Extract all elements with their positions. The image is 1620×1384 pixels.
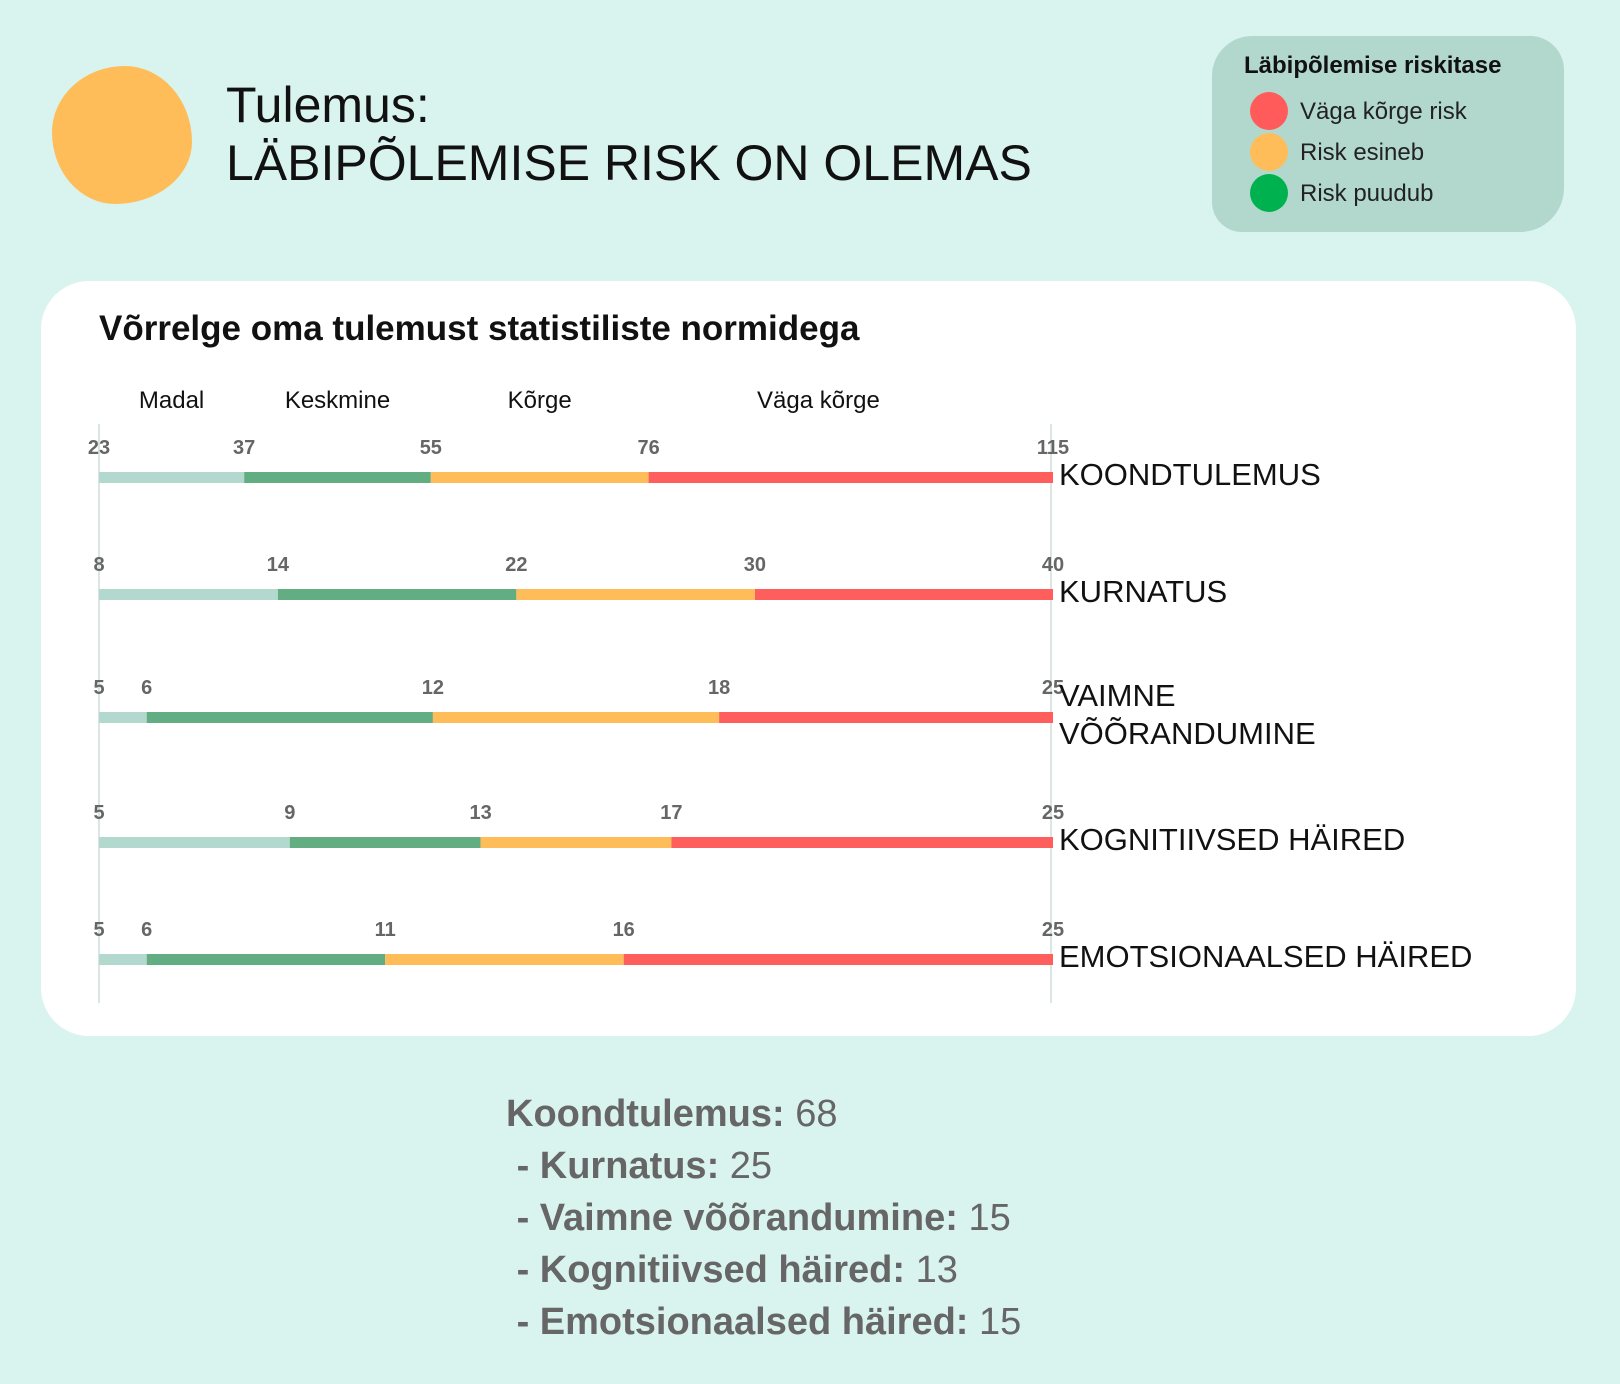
threshold-tick-label: 25 [1042, 919, 1064, 941]
threshold-tick-label: 25 [1042, 677, 1064, 699]
threshold-tick-label: 14 [267, 554, 290, 576]
legend-title: Läbipõlemise riskitase [1244, 52, 1502, 79]
threshold-tick-label: 17 [660, 802, 682, 824]
row-label: VÕÕRANDUMINE [1059, 716, 1316, 751]
bar-segment [277, 589, 517, 600]
summary-value: 13 [915, 1249, 958, 1291]
bar-segment [385, 954, 624, 965]
result-title: Tulemus: LÄBIPÕLEMISE RISK ON OLEMAS [226, 76, 1032, 192]
level-label: Madal [139, 387, 204, 414]
threshold-tick-label: 22 [505, 554, 527, 576]
score-summary: Koondtulemus: 68 - Kurnatus: 25 - Vaimne… [506, 1088, 1021, 1348]
result-indicator-blob [52, 66, 192, 204]
level-label: Väga kõrge [757, 387, 880, 414]
bar-segment [244, 472, 431, 483]
row-label: KOGNITIIVSED HÄIRED [1059, 822, 1405, 857]
bar-segment [480, 837, 672, 848]
card-title: Võrrelge oma tulemust statistiliste norm… [99, 309, 860, 348]
bar-segment [754, 589, 1053, 600]
legend-dot-very-high [1250, 92, 1288, 130]
bar-segment [432, 712, 720, 723]
threshold-tick-label: 115 [1037, 437, 1069, 459]
summary-value: 68 [795, 1093, 838, 1135]
legend-label-risk-present: Risk esineb [1300, 139, 1425, 166]
row-label: EMOTSIONAALSED HÄIRED [1059, 939, 1472, 974]
summary-value: 15 [979, 1301, 1022, 1343]
threshold-tick-label: 11 [375, 919, 396, 941]
summary-row-mental-distance: - Vaimne võõrandumine: 15 [506, 1192, 1021, 1244]
summary-row-exhaustion: - Kurnatus: 25 [506, 1140, 1021, 1192]
bar-segment [719, 712, 1053, 723]
row-label: KOONDTULEMUS [1059, 457, 1321, 492]
threshold-tick-label: 5 [93, 802, 104, 824]
legend-label-no-risk: Risk puudub [1300, 180, 1434, 207]
summary-row-total: Koondtulemus: 68 [506, 1088, 1021, 1140]
threshold-tick-label: 23 [88, 437, 110, 459]
result-title-line2: LÄBIPÕLEMISE RISK ON OLEMAS [226, 135, 1032, 191]
legend-dot-risk-present [1250, 133, 1288, 171]
bar-segment [99, 712, 147, 723]
threshold-tick-label: 76 [637, 437, 659, 459]
threshold-tick-label: 9 [284, 802, 295, 824]
row-label: KURNATUS [1059, 574, 1227, 609]
summary-value: 25 [729, 1145, 773, 1187]
summary-label: - Vaimne võõrandumine: [516, 1197, 958, 1239]
threshold-tick-label: 6 [141, 677, 152, 699]
bar-segment [516, 589, 755, 600]
bar-segment [289, 837, 481, 848]
bar-segment [99, 954, 147, 965]
summary-label: - Emotsionaalsed häired: [516, 1301, 969, 1343]
summary-label: - Kognitiivsed häired: [516, 1249, 906, 1291]
bar-segment [146, 712, 433, 723]
level-label: Kõrge [508, 387, 572, 414]
bar-segment [99, 472, 245, 483]
bar-segment [99, 837, 290, 848]
threshold-tick-label: 8 [93, 554, 104, 576]
threshold-tick-label: 30 [744, 554, 766, 576]
summary-row-emotional: - Emotsionaalsed häired: 15 [506, 1296, 1022, 1348]
norms-card: Võrrelge oma tulemust statistiliste norm… [41, 281, 1576, 1036]
risk-legend: Läbipõlemise riskitase Väga kõrge risk R… [1212, 36, 1564, 232]
threshold-tick-label: 5 [93, 919, 104, 941]
bar-segment [648, 472, 1053, 483]
summary-value: 15 [968, 1197, 1011, 1239]
bar-segment [430, 472, 649, 483]
threshold-tick-label: 55 [420, 437, 442, 459]
result-title-line1: Tulemus: [226, 77, 430, 133]
legend-dot-no-risk [1250, 174, 1288, 212]
row-label: VAIMNE [1059, 678, 1176, 713]
summary-label: Koondtulemus: [506, 1093, 785, 1135]
threshold-tick-label: 16 [613, 919, 635, 941]
level-label: Keskmine [285, 387, 390, 414]
bar-segment [623, 954, 1053, 965]
threshold-tick-label: 37 [233, 437, 255, 459]
summary-row-cognitive: - Kognitiivsed häired: 13 [506, 1244, 1021, 1296]
bar-segment [99, 589, 278, 600]
summary-label: - Kurnatus: [516, 1145, 720, 1187]
threshold-tick-label: 18 [708, 677, 730, 699]
legend-label-very-high: Väga kõrge risk [1300, 98, 1467, 125]
threshold-tick-label: 12 [422, 677, 444, 699]
bar-segment [146, 954, 386, 965]
threshold-tick-label: 40 [1042, 554, 1064, 576]
threshold-tick-label: 6 [141, 919, 152, 941]
threshold-tick-label: 5 [93, 677, 104, 699]
threshold-tick-label: 25 [1042, 802, 1064, 824]
bar-segment [671, 837, 1053, 848]
threshold-tick-label: 13 [469, 802, 491, 824]
